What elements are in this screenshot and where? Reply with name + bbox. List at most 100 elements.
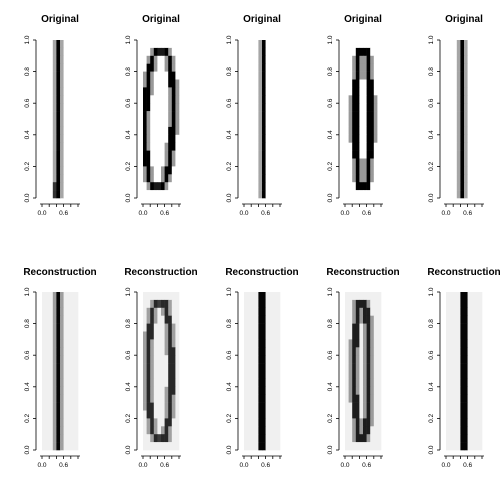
heatmap-cell [467, 418, 472, 427]
heatmap-cell [67, 410, 72, 419]
heatmap-cell [348, 182, 353, 191]
heatmap-cell [161, 347, 165, 356]
heatmap-cell [359, 442, 364, 451]
heatmap-cell [74, 426, 79, 435]
heatmap-cell [446, 119, 450, 128]
heatmap-cell [366, 331, 371, 340]
heatmap-cell [42, 410, 46, 419]
heatmap-cell [449, 347, 454, 356]
heatmap-cell [45, 111, 50, 120]
heatmap-cell [355, 315, 360, 324]
heatmap-cell [352, 410, 357, 419]
heatmap-cell [272, 63, 277, 72]
heatmap-cell [74, 331, 79, 340]
heatmap-cell [269, 87, 274, 96]
heatmap-cell [254, 442, 259, 451]
heatmap-cell [247, 378, 252, 388]
heatmap-cell [153, 363, 158, 372]
heatmap-cell [276, 315, 281, 324]
heatmap-cell [60, 299, 64, 309]
heatmap-cell [247, 119, 252, 128]
heatmap-cell [254, 339, 259, 348]
heatmap-cell [276, 79, 281, 88]
heatmap-cell [49, 87, 54, 96]
heatmap-cell [254, 331, 259, 340]
heatmap-cell [348, 402, 353, 411]
heatmap-cell [467, 55, 472, 64]
heatmap-cell [467, 158, 472, 167]
heatmap-cell [370, 174, 375, 183]
heatmap-cell [262, 40, 266, 49]
heatmap-cell [377, 47, 382, 57]
heatmap-cell [370, 63, 375, 72]
heatmap-cell [449, 119, 454, 128]
heatmap-cell [359, 315, 364, 324]
heatmap-cell [146, 323, 151, 332]
heatmap-cell [56, 95, 61, 104]
heatmap-cell [471, 150, 476, 159]
heatmap-cell [175, 134, 180, 143]
heatmap-cell [171, 371, 176, 380]
heatmap-cell [373, 418, 378, 427]
heatmap-cell [265, 355, 270, 364]
heatmap-cell [70, 190, 75, 199]
heatmap-cell [56, 79, 61, 88]
heatmap-cell [60, 126, 64, 136]
heatmap-cell [265, 182, 270, 191]
heatmap-cell [373, 134, 378, 143]
heatmap-cell [474, 166, 479, 175]
y-tick-label: 0.6 [327, 98, 334, 107]
heatmap-cell [449, 292, 454, 301]
heatmap-cell [348, 299, 353, 309]
heatmap-cell [464, 410, 468, 419]
heatmap-cell [355, 394, 360, 403]
heatmap-cell [67, 434, 72, 443]
heatmap-cell [449, 182, 454, 191]
heatmap-cell [258, 292, 263, 301]
heatmap-cell [146, 126, 151, 136]
heatmap-cell [355, 418, 360, 427]
heatmap-cell [471, 158, 476, 167]
heatmap-cell [175, 418, 180, 427]
heatmap-cell [60, 103, 64, 112]
heatmap-cell [265, 363, 270, 372]
y-tick-label: 0.4 [226, 382, 233, 391]
heatmap-cell [373, 182, 378, 191]
heatmap-cell [247, 174, 252, 183]
heatmap-cell [161, 434, 165, 443]
heatmap-cell [247, 402, 252, 411]
heatmap-cell [67, 174, 72, 183]
heatmap-cell [164, 363, 169, 372]
heatmap-cell [453, 394, 458, 403]
heatmap-cell [244, 190, 248, 199]
heatmap-cell [251, 111, 256, 120]
heatmap-cell [373, 119, 378, 128]
heatmap-cell [60, 71, 64, 80]
heatmap-cell [262, 363, 266, 372]
heatmap-cell [153, 174, 158, 183]
heatmap-cell [244, 95, 248, 104]
heatmap-cell [67, 442, 72, 451]
heatmap-cell [471, 426, 476, 435]
heatmap-cell [456, 292, 461, 301]
heatmap-cell [49, 339, 54, 348]
heatmap-cell [363, 331, 367, 340]
heatmap-cell [467, 166, 472, 175]
heatmap-cell [446, 331, 450, 340]
heatmap-cell [355, 299, 360, 309]
heatmap-cell [70, 323, 75, 332]
heatmap-cell [67, 378, 72, 388]
heatmap-cell [42, 95, 46, 104]
heatmap-cell [157, 363, 162, 372]
heatmap-cell [161, 402, 165, 411]
heatmap-cell [276, 134, 281, 143]
heatmap-cell [175, 150, 180, 159]
heatmap-cell [168, 142, 173, 151]
heatmap-cell [449, 315, 454, 324]
y-tick-label: 0.4 [24, 382, 31, 391]
heatmap-cell [464, 394, 468, 403]
heatmap-cell [355, 55, 360, 64]
heatmap-cell [370, 134, 375, 143]
heatmap-cell [272, 394, 277, 403]
heatmap-cell [460, 158, 465, 167]
